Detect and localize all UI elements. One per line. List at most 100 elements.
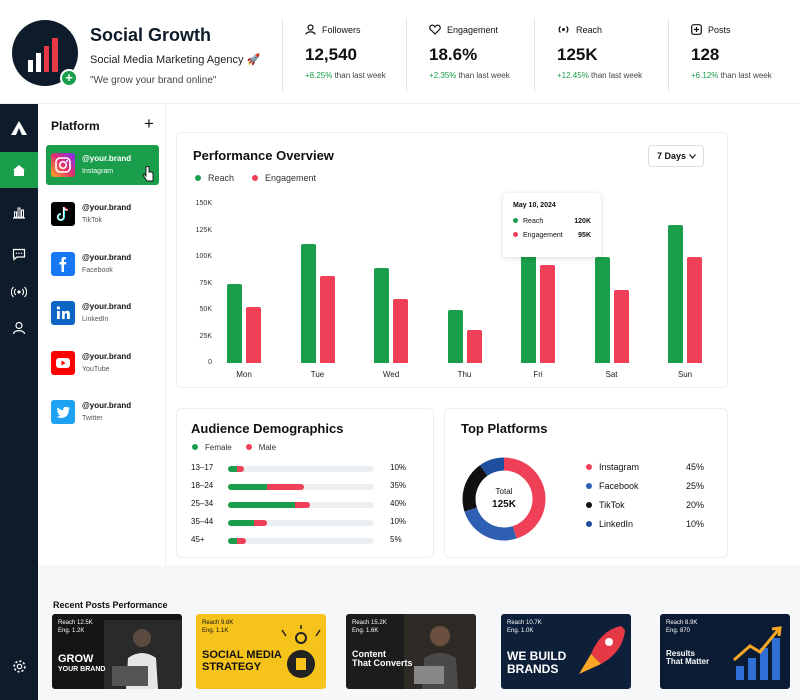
reach-bar[interactable]	[594, 257, 610, 363]
engagement-bar[interactable]	[613, 289, 629, 363]
stat-change: +2.35%	[429, 71, 457, 80]
broadcast-icon[interactable]	[0, 274, 38, 310]
post-card[interactable]: Reach 10.7K Eng. 1.0K WE BUILD BRANDS	[501, 614, 631, 689]
demographic-row: 45+ 5%	[191, 534, 411, 548]
platform-handle: @your.brand	[82, 401, 132, 410]
settings-icon[interactable]	[0, 648, 38, 684]
demographic-row: 25–34 40%	[191, 498, 411, 512]
legend-male: Male	[245, 443, 276, 452]
sidebar-item-youtube[interactable]: @your.brand YouTube	[46, 343, 159, 383]
brand-title: Social Growth	[90, 25, 212, 45]
engagement-bar[interactable]	[246, 306, 261, 363]
x-tick-label: Tue	[310, 370, 325, 379]
female-bar	[228, 502, 296, 508]
legend-female: Female	[192, 443, 232, 452]
platform-share-percent: 10%	[686, 519, 705, 529]
engagement-bar[interactable]	[393, 299, 408, 363]
linkedin-slice[interactable]	[462, 457, 546, 541]
y-tick-label: 0	[208, 359, 212, 366]
demographic-bar	[228, 538, 374, 544]
reach-bar[interactable]	[521, 235, 536, 363]
platform-share-percent: 45%	[686, 462, 705, 472]
engagement-bar[interactable]	[466, 330, 482, 363]
add-brand-button[interactable]: +	[60, 69, 78, 87]
x-tick-label: Fri	[533, 370, 543, 379]
donut-center-value: 125K	[492, 499, 516, 510]
demographics-title: Audience Demographics	[191, 421, 344, 436]
legend-engagement: Engagement	[252, 173, 316, 183]
male-bar	[267, 484, 304, 490]
user-icon	[305, 24, 316, 35]
post-stats: Reach 8.9K Eng. 870	[666, 620, 698, 634]
reach-bar[interactable]	[300, 244, 316, 363]
post-stats: Reach 9.8K Eng. 1.1K	[202, 620, 234, 634]
engagement-bar[interactable]	[319, 276, 335, 363]
linkedin-icon	[51, 301, 75, 325]
platform-handle: @your.brand	[82, 302, 132, 311]
messages-icon[interactable]	[0, 236, 38, 272]
range-dropdown[interactable]: 7 Days	[648, 145, 704, 167]
engagement-bar[interactable]	[540, 265, 555, 363]
stat-change-suffix: than last week	[456, 71, 510, 80]
reach-bar[interactable]	[374, 267, 389, 363]
tiktok-slice[interactable]	[462, 457, 546, 541]
age-group: 25–34	[191, 499, 214, 508]
demographic-row: 35–44 10%	[191, 516, 411, 530]
platform-name: TikTok	[82, 217, 102, 224]
platform-name: YouTube	[82, 366, 110, 373]
reach-bar[interactable]	[447, 310, 463, 363]
sidebar-item-facebook[interactable]: @your.brand Facebook	[46, 244, 159, 284]
profile-icon[interactable]	[0, 310, 38, 346]
sidebar-item-linkedin[interactable]: @your.brand LinkedIn	[46, 293, 159, 333]
analytics-icon[interactable]	[0, 194, 38, 230]
platform-name: Facebook	[82, 267, 113, 274]
post-card[interactable]: Reach 12.5K Eng. 1.2K GROW YOUR BRAND	[52, 614, 182, 689]
post-card[interactable]: Reach 15.2K Eng. 1.6K Content That Convert…	[346, 614, 476, 689]
female-bar	[228, 484, 268, 490]
platform-color-dot	[586, 521, 592, 527]
chart-tooltip: May 10, 2024 Reach 120K Engagement 95K	[503, 193, 601, 257]
male-bar	[254, 520, 268, 526]
post-headline: Content That Converts	[352, 649, 413, 669]
x-tick-label: Sun	[677, 370, 693, 379]
chevron-down-icon	[689, 154, 696, 159]
sidebar-item-tiktok[interactable]: @your.brand TikTok	[46, 194, 159, 234]
growth-chart-image	[733, 626, 782, 680]
sidebar-title: Platform	[51, 119, 100, 133]
sidebar-item-instagram[interactable]: @your.brand Instagram	[46, 145, 159, 185]
age-group: 18–24	[191, 481, 214, 490]
stat-label: Engagement	[447, 24, 499, 35]
stat-change: +12.45%	[557, 71, 589, 80]
post-headline: SOCIAL MEDIA STRATEGY	[202, 649, 282, 673]
reach-bar[interactable]	[227, 283, 242, 363]
stat-engagement: Engagement 18.6% +2.35% than last week	[406, 18, 534, 92]
sidebar-item-twitter[interactable]: @your.brand Twitter	[46, 392, 159, 432]
add-platform-button[interactable]: +	[144, 114, 154, 133]
bar-plot	[220, 204, 710, 363]
facebook-slice[interactable]	[462, 457, 546, 541]
demographic-bar	[228, 520, 374, 526]
post-stats: Reach 10.7K Eng. 1.0K	[507, 620, 542, 634]
tooltip-engagement-value: 95K	[578, 232, 591, 239]
home-icon[interactable]	[0, 152, 38, 188]
post-card[interactable]: Reach 9.8K Eng. 1.1K SOCIAL MEDIA STRATEGY	[196, 614, 326, 689]
top-header: + Social Growth Social Media Marketing A…	[0, 0, 800, 104]
stat-change-suffix: than last week	[588, 71, 643, 80]
platform-name: Twitter	[82, 415, 103, 422]
platform-sidebar: Platform + @your.brand Instagram @your.b…	[38, 104, 166, 564]
heart-icon	[429, 24, 441, 35]
x-tick-label: Sat	[605, 370, 618, 379]
bar-chart-logo-icon	[28, 38, 58, 72]
engagement-bar[interactable]	[687, 257, 702, 363]
reach-bar[interactable]	[668, 225, 683, 363]
performance-title: Performance Overview	[193, 148, 334, 163]
app-logo-icon[interactable]	[0, 110, 38, 146]
platform-share-name: LinkedIn	[599, 519, 634, 529]
brand-subtitle: Social Media Marketing Agency 🚀	[90, 54, 261, 66]
donut-center-label: Total	[495, 487, 513, 496]
post-card[interactable]: Reach 8.9K Eng. 870 Results That Matter	[660, 614, 790, 689]
brand-tagline: "We grow your brand online"	[90, 75, 217, 86]
age-group: 13–17	[191, 463, 214, 472]
demographic-bar	[228, 466, 374, 472]
age-percent: 10%	[390, 463, 407, 472]
